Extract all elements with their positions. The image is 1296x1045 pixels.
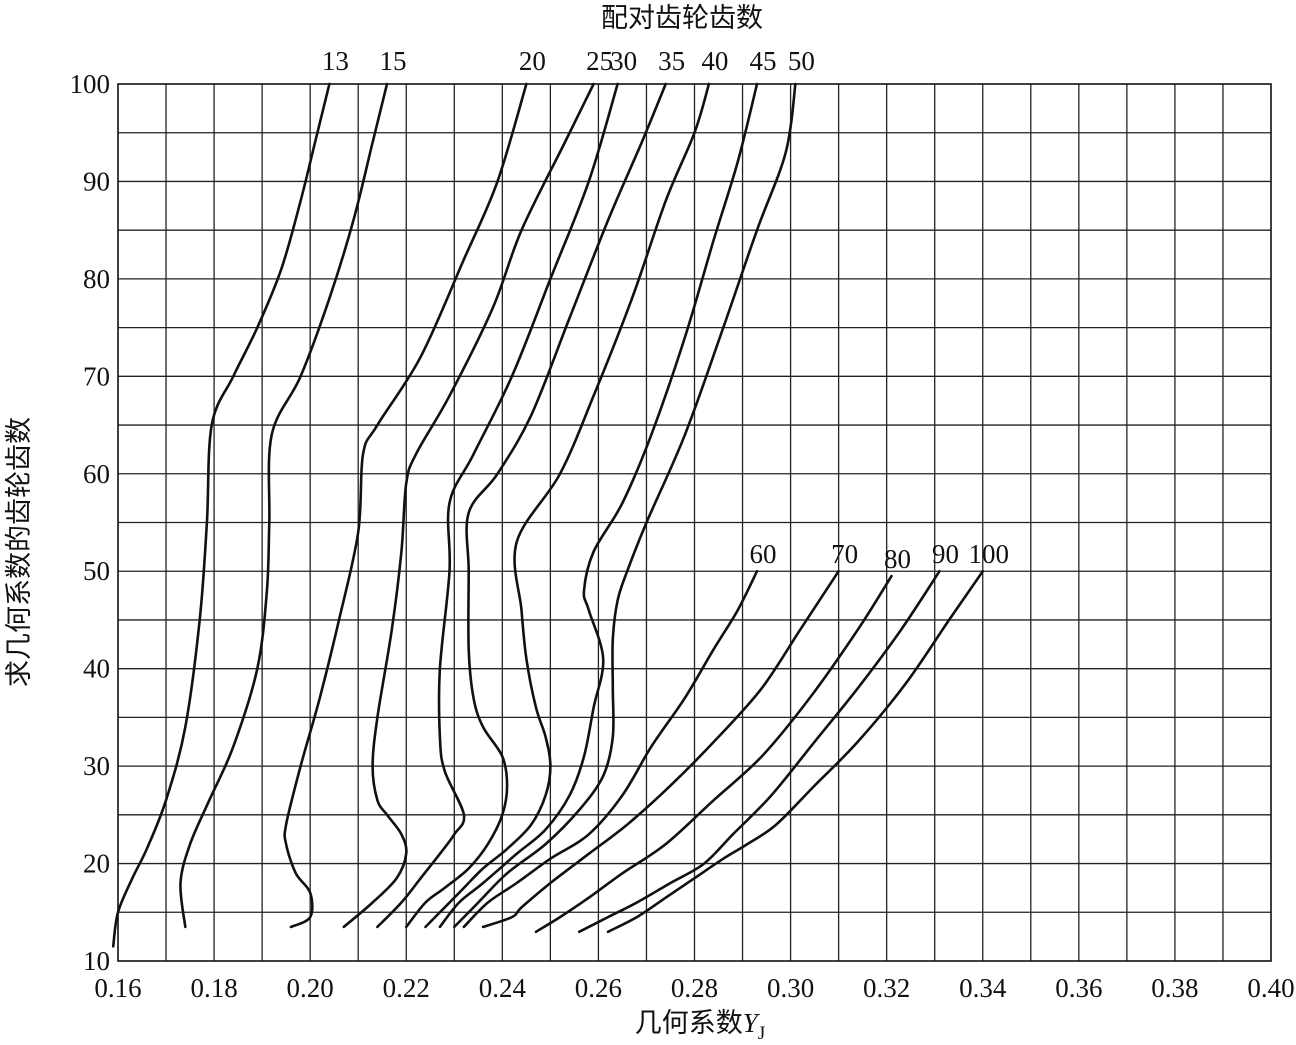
series-label-100: 100 — [969, 539, 1010, 569]
curve-30 — [376, 82, 619, 929]
x-tick-label: 0.38 — [1151, 973, 1198, 1003]
series-label-50: 50 — [788, 46, 815, 76]
x-tick-label: 0.40 — [1247, 973, 1294, 1003]
curve-25 — [342, 82, 595, 929]
y-tick-label: 40 — [83, 654, 110, 684]
curve-40 — [424, 82, 711, 929]
series-label-60: 60 — [749, 539, 776, 569]
x-tick-label: 0.16 — [94, 973, 141, 1003]
curve-45 — [438, 82, 759, 929]
y-axis-label: 求几何系数的齿轮齿数 — [4, 417, 35, 687]
curve-15 — [179, 82, 389, 929]
y-tick-label: 70 — [83, 361, 110, 391]
x-tick-label: 0.24 — [479, 973, 527, 1003]
y-tick-label: 90 — [83, 166, 110, 196]
curve-100 — [606, 569, 985, 934]
y-tick-labels: 10 20 30 40 50 60 70 80 90 100 — [70, 69, 111, 976]
y-tick-label: 60 — [83, 459, 110, 489]
series-label-70: 70 — [831, 539, 858, 569]
series-label-35: 35 — [658, 46, 685, 76]
x-tick-label: 0.18 — [190, 973, 237, 1003]
curve-60 — [462, 569, 759, 929]
series-label-45: 45 — [749, 46, 776, 76]
x-tick-label: 0.32 — [863, 973, 910, 1003]
x-axis-label: 几何系数YJ — [635, 1008, 765, 1044]
curve-50 — [453, 82, 797, 929]
x-tick-label: 0.22 — [383, 973, 430, 1003]
x-tick-label: 0.36 — [1055, 973, 1102, 1003]
y-tick-label: 30 — [83, 751, 110, 781]
series-label-25: 25 — [586, 46, 613, 76]
curve-13 — [111, 82, 331, 948]
x-tick-label: 0.34 — [959, 973, 1007, 1003]
curve-80 — [534, 574, 893, 934]
curve-90 — [577, 569, 941, 934]
y-tick-label: 10 — [83, 946, 110, 976]
grid — [118, 84, 1271, 961]
x-tick-label: 0.28 — [671, 973, 718, 1003]
series-label-15: 15 — [380, 46, 407, 76]
series-label-30: 30 — [610, 46, 637, 76]
x-tick-label: 0.20 — [287, 973, 334, 1003]
series-label-13: 13 — [322, 46, 349, 76]
curve-20 — [283, 82, 528, 929]
x-axis-symbol: Y — [743, 1008, 761, 1038]
curve-70 — [481, 569, 840, 929]
chart-title: 配对齿轮齿数 — [601, 3, 763, 34]
series-label-20: 20 — [519, 46, 546, 76]
y-tick-label: 20 — [83, 849, 110, 879]
series-label-90: 90 — [932, 539, 959, 569]
curve-35 — [404, 82, 667, 929]
plot-frame — [117, 83, 1272, 962]
y-tick-label: 80 — [83, 264, 110, 294]
x-axis-symbol-subscript: J — [758, 1023, 765, 1044]
y-tick-label: 100 — [70, 69, 111, 99]
x-tick-labels: 0.16 0.18 0.20 0.22 0.24 0.26 0.28 0.30 0.32 0.34… — [94, 973, 1294, 1003]
series-label-40: 40 — [701, 46, 728, 76]
x-tick-label: 0.30 — [767, 973, 814, 1003]
curves — [111, 82, 985, 948]
y-tick-label: 50 — [83, 556, 110, 586]
x-axis-label-text: 几何系数 — [635, 1008, 743, 1039]
series-label-80: 80 — [884, 544, 911, 574]
x-tick-label: 0.26 — [575, 973, 622, 1003]
